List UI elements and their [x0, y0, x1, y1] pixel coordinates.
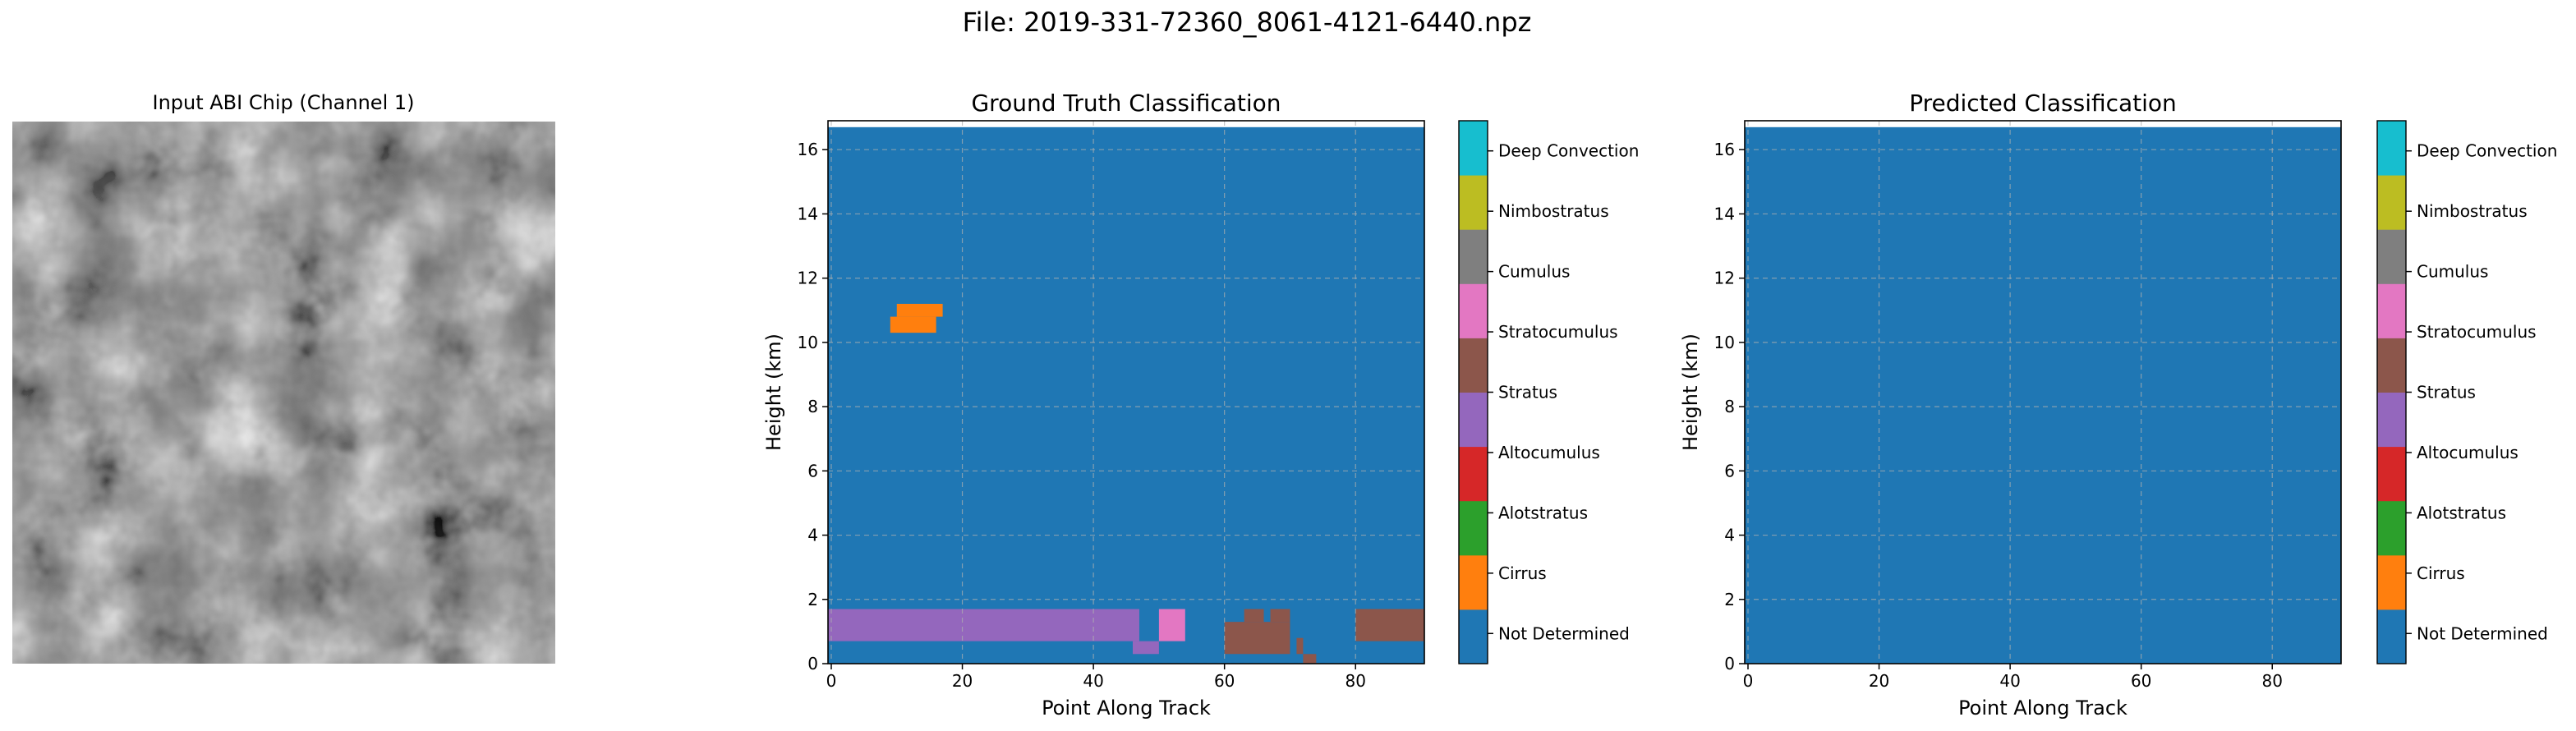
colorbar-label: Stratus: [1498, 383, 1557, 402]
colorbar-segment: [2377, 283, 2406, 338]
y-tick-label: 6: [1724, 461, 1735, 480]
abi-chip-texture: [12, 122, 555, 664]
y-tick-label: 8: [1724, 397, 1735, 416]
y-tick-label: 14: [1714, 204, 1735, 223]
colorbar-label: Not Determined: [2417, 623, 2548, 643]
colorbar-segment: [1459, 121, 1488, 176]
colorbar-segment: [1459, 500, 1488, 556]
colorbar-label: Alotstratus: [2417, 503, 2506, 522]
abi-image-panel: Input ABI Chip (Channel 1): [12, 91, 555, 664]
y-tick-label: 16: [1714, 140, 1735, 159]
region-stratus: [828, 609, 1139, 641]
region-stratocumulus: [1224, 622, 1290, 655]
predicted-panel: Predicted Classification 0 20 40 60 80 0 2 4 6 8 10…: [1679, 90, 2557, 720]
colorbar-segment: [2377, 500, 2406, 556]
colorbar-segment: [2377, 175, 2406, 230]
y-tick-label: 6: [807, 461, 818, 480]
x-tick-label: 0: [1743, 671, 1754, 691]
region-stratocumulus: [1303, 654, 1317, 664]
colorbar-segment: [1459, 175, 1488, 230]
region-stratocumulus: [1296, 637, 1304, 655]
colorbar-segment: [2377, 229, 2406, 284]
x-tick-label: 80: [2262, 671, 2283, 691]
colorbar-label: Deep Convection: [1498, 141, 1639, 161]
colorbar-segment: [1459, 338, 1488, 393]
colorbar-label: Cirrus: [2417, 563, 2465, 583]
y-tick-label: 2: [807, 590, 818, 609]
axes-frame: [827, 120, 1425, 664]
x-tick-label: 0: [826, 671, 837, 691]
x-tick-label: 60: [2131, 671, 2151, 691]
x-axis-label: Point Along Track: [1958, 697, 2128, 720]
image-panel-title: Input ABI Chip (Channel 1): [152, 91, 414, 114]
colorbar-label: Stratocumulus: [1498, 322, 1618, 342]
colorbar-segment: [1459, 609, 1488, 664]
colorbar-label: Not Determined: [1498, 623, 1630, 643]
region-stratocumulus: [1270, 609, 1290, 623]
colorbar-label: Cumulus: [1498, 262, 1570, 282]
region-stratocumulus: [1244, 609, 1264, 623]
chart-title: Predicted Classification: [1909, 90, 2177, 117]
region-stratus: [1132, 641, 1159, 655]
y-tick-label: 10: [798, 333, 818, 352]
colorbar-segment: [1459, 229, 1488, 284]
colorbar-segment: [2377, 338, 2406, 393]
x-tick-label: 60: [1214, 671, 1235, 691]
chart-title: Ground Truth Classification: [971, 90, 1281, 117]
y-axis-label: Height (km): [1679, 333, 1702, 451]
y-tick-label: 4: [807, 526, 818, 545]
colorbar-segment: [2377, 554, 2406, 610]
y-tick-label: 4: [1724, 526, 1735, 545]
colorbar-label: Alotstratus: [1498, 503, 1588, 522]
colorbar-label: Altocumulus: [2417, 443, 2518, 462]
colorbar-label: Stratocumulus: [2417, 322, 2537, 342]
colorbar-segment: [1459, 554, 1488, 610]
x-axis-label: Point Along Track: [1042, 697, 1211, 720]
x-tick-label: 20: [952, 671, 973, 691]
region-cumulus: [1158, 609, 1185, 641]
y-tick-label: 0: [807, 654, 818, 674]
colorbar-segment: [2377, 392, 2406, 448]
colorbar-segment: [1459, 446, 1488, 502]
ground-truth-panel: Ground Truth Classification 0 20 40 60 80 0 2 4 6…: [762, 90, 1639, 720]
x-tick-label: 80: [1346, 671, 1366, 691]
y-tick-label: 12: [1714, 269, 1735, 288]
colorbar-segment: [1459, 392, 1488, 448]
x-tick-label: 40: [1083, 671, 1103, 691]
colorbar-label: Stratus: [2417, 383, 2476, 402]
y-axis-label: Height (km): [762, 333, 785, 451]
colorbar-label: Deep Convection: [2417, 141, 2557, 161]
y-tick-label: 14: [798, 204, 818, 223]
background-region: [828, 126, 1424, 664]
colorbar-segment: [2377, 446, 2406, 502]
axes-frame: [1744, 120, 2342, 664]
region-stratocumulus: [1355, 609, 1424, 641]
colorbar-label: Nimbostratus: [2417, 201, 2528, 221]
background-region: [1745, 126, 2341, 664]
colorbar-segment: [2377, 121, 2406, 176]
y-tick-label: 12: [798, 269, 818, 288]
colorbar-label: Nimbostratus: [1498, 201, 1609, 221]
region-cirrus: [896, 303, 943, 317]
colorbar-segment: [2377, 609, 2406, 664]
y-tick-label: 2: [1724, 590, 1735, 609]
y-tick-label: 8: [807, 397, 818, 416]
colorbar-label: Cirrus: [1498, 563, 1547, 583]
colorbar-label: Altocumulus: [1498, 443, 1600, 462]
figure-suptitle: File: 2019-331-72360_8061-4121-6440.npz: [963, 7, 1532, 38]
y-tick-label: 16: [798, 140, 818, 159]
colorbar-segment: [1459, 283, 1488, 338]
y-tick-label: 0: [1724, 654, 1735, 674]
x-tick-label: 40: [1999, 671, 2020, 691]
colorbar-label: Cumulus: [2417, 262, 2488, 282]
y-tick-label: 10: [1714, 333, 1735, 352]
region-cirrus: [890, 316, 936, 333]
x-tick-label: 20: [1869, 671, 1889, 691]
